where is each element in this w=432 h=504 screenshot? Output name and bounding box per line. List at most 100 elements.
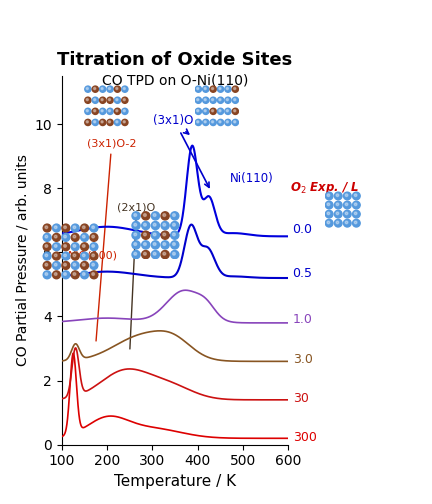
- Circle shape: [45, 235, 48, 238]
- Circle shape: [195, 97, 201, 103]
- Circle shape: [134, 233, 137, 236]
- Circle shape: [325, 192, 333, 200]
- Circle shape: [54, 273, 57, 275]
- Circle shape: [336, 203, 339, 206]
- Text: O$_2$ Exp. / L: O$_2$ Exp. / L: [290, 180, 360, 196]
- Circle shape: [43, 262, 51, 270]
- Circle shape: [163, 214, 166, 217]
- Circle shape: [203, 86, 209, 92]
- Circle shape: [163, 253, 166, 255]
- Circle shape: [101, 99, 103, 101]
- Circle shape: [116, 99, 118, 101]
- Circle shape: [92, 119, 98, 125]
- Circle shape: [336, 212, 339, 215]
- Circle shape: [203, 119, 209, 125]
- Circle shape: [92, 273, 95, 275]
- Circle shape: [45, 244, 48, 247]
- Circle shape: [211, 110, 214, 112]
- Circle shape: [71, 233, 79, 241]
- Circle shape: [345, 203, 348, 206]
- Circle shape: [54, 254, 57, 257]
- Circle shape: [83, 244, 85, 247]
- Circle shape: [101, 121, 103, 123]
- Circle shape: [108, 99, 111, 101]
- Circle shape: [73, 254, 76, 257]
- Circle shape: [94, 88, 96, 90]
- Circle shape: [85, 119, 91, 125]
- Circle shape: [114, 108, 121, 114]
- Circle shape: [219, 110, 221, 112]
- Circle shape: [71, 252, 79, 260]
- Circle shape: [122, 119, 128, 125]
- Circle shape: [81, 262, 89, 270]
- Circle shape: [327, 203, 330, 206]
- Circle shape: [54, 263, 57, 266]
- Circle shape: [219, 121, 221, 123]
- Circle shape: [232, 119, 238, 125]
- Circle shape: [334, 210, 342, 218]
- Circle shape: [83, 235, 85, 238]
- Text: Titration of Oxide Sites: Titration of Oxide Sites: [57, 51, 292, 69]
- Circle shape: [92, 97, 98, 103]
- Circle shape: [53, 233, 60, 241]
- Circle shape: [53, 224, 60, 232]
- Circle shape: [107, 86, 113, 92]
- Circle shape: [114, 97, 121, 103]
- Circle shape: [90, 262, 98, 270]
- Circle shape: [172, 253, 175, 255]
- Circle shape: [161, 231, 169, 239]
- Circle shape: [114, 86, 121, 92]
- Circle shape: [217, 97, 224, 103]
- Circle shape: [64, 263, 67, 266]
- Circle shape: [45, 273, 48, 275]
- Circle shape: [334, 219, 342, 227]
- Circle shape: [343, 192, 351, 200]
- Circle shape: [327, 212, 330, 215]
- Circle shape: [163, 233, 166, 236]
- Circle shape: [100, 119, 106, 125]
- Circle shape: [143, 223, 146, 226]
- Circle shape: [53, 243, 60, 250]
- Text: CO TPD on O-Ni(110): CO TPD on O-Ni(110): [102, 73, 248, 87]
- Circle shape: [92, 263, 95, 266]
- Circle shape: [354, 194, 357, 197]
- Circle shape: [232, 86, 238, 92]
- Circle shape: [334, 192, 342, 200]
- Circle shape: [161, 241, 169, 249]
- Circle shape: [143, 233, 146, 236]
- Circle shape: [211, 88, 214, 90]
- Circle shape: [43, 271, 51, 279]
- Circle shape: [83, 254, 85, 257]
- Circle shape: [203, 108, 209, 114]
- Circle shape: [354, 212, 357, 215]
- Circle shape: [336, 221, 339, 224]
- Circle shape: [143, 242, 146, 245]
- Circle shape: [81, 224, 89, 232]
- Circle shape: [211, 99, 214, 101]
- Circle shape: [142, 212, 150, 220]
- Text: 0.5: 0.5: [292, 267, 313, 280]
- Circle shape: [122, 108, 128, 114]
- Circle shape: [217, 119, 224, 125]
- Circle shape: [62, 224, 70, 232]
- Circle shape: [81, 233, 89, 241]
- Circle shape: [53, 271, 60, 279]
- Circle shape: [122, 86, 128, 92]
- Circle shape: [219, 99, 221, 101]
- Text: 30: 30: [292, 392, 308, 405]
- Circle shape: [195, 108, 201, 114]
- Circle shape: [83, 263, 85, 266]
- Circle shape: [92, 254, 95, 257]
- Circle shape: [45, 254, 48, 257]
- Circle shape: [353, 219, 360, 227]
- Circle shape: [153, 223, 156, 226]
- Circle shape: [92, 244, 95, 247]
- Circle shape: [195, 119, 201, 125]
- Circle shape: [83, 273, 85, 275]
- Circle shape: [172, 223, 175, 226]
- Circle shape: [210, 119, 216, 125]
- Circle shape: [94, 121, 96, 123]
- Circle shape: [71, 243, 79, 250]
- Circle shape: [90, 243, 98, 250]
- Circle shape: [73, 244, 76, 247]
